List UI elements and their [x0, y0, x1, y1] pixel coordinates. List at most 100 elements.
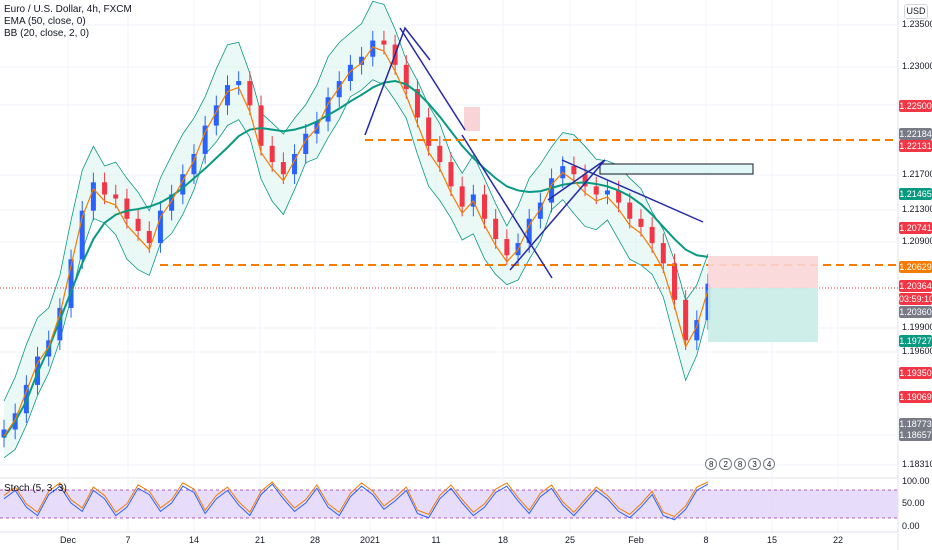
candle-body — [336, 81, 342, 98]
candle-body — [381, 40, 387, 45]
candle-body — [582, 174, 588, 187]
ema-indicator-label[interactable]: EMA (50, close, 0) — [4, 16, 86, 27]
x-tick-label: 11 — [431, 535, 441, 545]
candle-body — [403, 64, 409, 90]
candle-body — [57, 307, 63, 341]
bb-indicator-label[interactable]: BB (20, close, 2, 0) — [4, 28, 90, 39]
bb-basis-line — [3, 46, 709, 437]
y-tick-label: 1.18310 — [902, 459, 932, 469]
candle-body — [649, 226, 655, 244]
x-tick-label: 21 — [254, 535, 266, 545]
candle-body — [247, 81, 253, 106]
candle-body — [638, 218, 644, 227]
candle-body — [292, 153, 298, 175]
price-tag: 1.19350 — [899, 367, 932, 379]
candle-body — [593, 186, 599, 195]
stoch-tick-label: 100.00 — [902, 476, 930, 486]
candle-body — [627, 202, 633, 219]
candle-body — [526, 218, 532, 244]
candle-body — [169, 194, 175, 211]
pattern-line-a — [364, 26, 431, 136]
candle-body — [414, 89, 420, 118]
candle-body — [146, 230, 152, 244]
price-tag: 1.20629 — [899, 261, 932, 273]
stoch-tick-label: 0.00 — [902, 521, 920, 531]
currency-button[interactable]: USD — [904, 4, 928, 19]
candle-body — [79, 210, 85, 260]
price-tag: 1.22500 — [899, 100, 932, 112]
drawings — [0, 26, 898, 342]
red-zone-small — [464, 107, 480, 131]
price-tag: 1.21465 — [899, 188, 932, 200]
x-tick-label: 14 — [188, 535, 200, 545]
price-tag: 1.20360 — [899, 306, 932, 318]
candle-body — [224, 85, 230, 106]
y-tick-label: 1.23000 — [902, 61, 932, 71]
candle-body — [683, 299, 689, 341]
stoch-d — [3, 481, 709, 518]
candle-body — [493, 218, 499, 240]
candle-body — [671, 263, 677, 300]
candle-body — [448, 162, 454, 187]
x-tick-label: 22 — [832, 535, 844, 545]
candle-body — [68, 259, 74, 308]
x-tick-label: Feb — [628, 535, 644, 545]
pattern-line-b — [399, 27, 466, 131]
candle-body — [180, 174, 186, 195]
candle-body — [616, 190, 622, 203]
event-badge[interactable]: 8 — [705, 458, 718, 470]
x-tick-label: 2021 — [359, 535, 381, 545]
candle-body — [604, 190, 610, 195]
legend: Euro / U.S. Dollar, 4h, FXCM EMA (50, cl… — [4, 4, 132, 40]
price-tag: 03:59:10 — [899, 293, 932, 305]
chart-title[interactable]: Euro / U.S. Dollar, 4h, FXCM — [4, 4, 132, 15]
stoch-lines — [3, 481, 709, 521]
ema-line — [3, 46, 709, 439]
candle-body — [202, 125, 208, 154]
event-badge[interactable]: 3 — [748, 458, 761, 470]
price-tag: 1.22131 — [899, 140, 932, 152]
supply-zone — [599, 163, 754, 175]
pattern-line-c — [461, 134, 553, 279]
candle-body — [258, 105, 264, 146]
bb-lower — [3, 79, 709, 459]
y-tick-label: 1.20900 — [902, 236, 932, 246]
candle-body — [269, 145, 275, 163]
price-tag: 1.20741 — [899, 222, 932, 234]
bb-fill — [4, 1, 708, 458]
candle-body — [113, 194, 119, 199]
pattern-line-d — [509, 159, 606, 271]
candle-body — [236, 81, 242, 86]
stoch-k — [3, 483, 709, 521]
candle-body — [157, 210, 163, 244]
candle-body — [549, 178, 555, 203]
stoch-indicator-label[interactable]: Stoch (5, 3, 3) — [4, 483, 67, 494]
candle-body — [191, 153, 197, 175]
candle-body — [90, 182, 96, 211]
target-zone — [708, 288, 818, 342]
bollinger-bands — [3, 0, 709, 459]
candle-body — [347, 64, 353, 82]
pattern-line-f — [547, 159, 606, 201]
event-badge[interactable]: 8 — [733, 458, 747, 470]
candle-body — [1, 429, 7, 438]
x-tick-label: Dec — [59, 535, 77, 545]
event-badge[interactable]: 2 — [719, 458, 732, 470]
price-tag: 1.22184 — [899, 128, 932, 140]
stop-zone — [708, 256, 818, 288]
x-tick-label: 25 — [564, 535, 576, 545]
event-badge[interactable]: 4 — [762, 458, 776, 470]
candle-body — [124, 198, 130, 219]
x-tick-label: 18 — [497, 535, 509, 545]
y-tick-label: 1.19600 — [902, 346, 932, 356]
candle-body — [426, 117, 432, 146]
price-tag: 1.18773 — [899, 418, 932, 430]
candle-body — [482, 194, 488, 219]
candle-body — [504, 239, 510, 256]
candle-body — [537, 202, 543, 219]
ema50-line — [3, 80, 709, 439]
candle-body — [325, 97, 331, 122]
candle-body — [437, 145, 443, 163]
